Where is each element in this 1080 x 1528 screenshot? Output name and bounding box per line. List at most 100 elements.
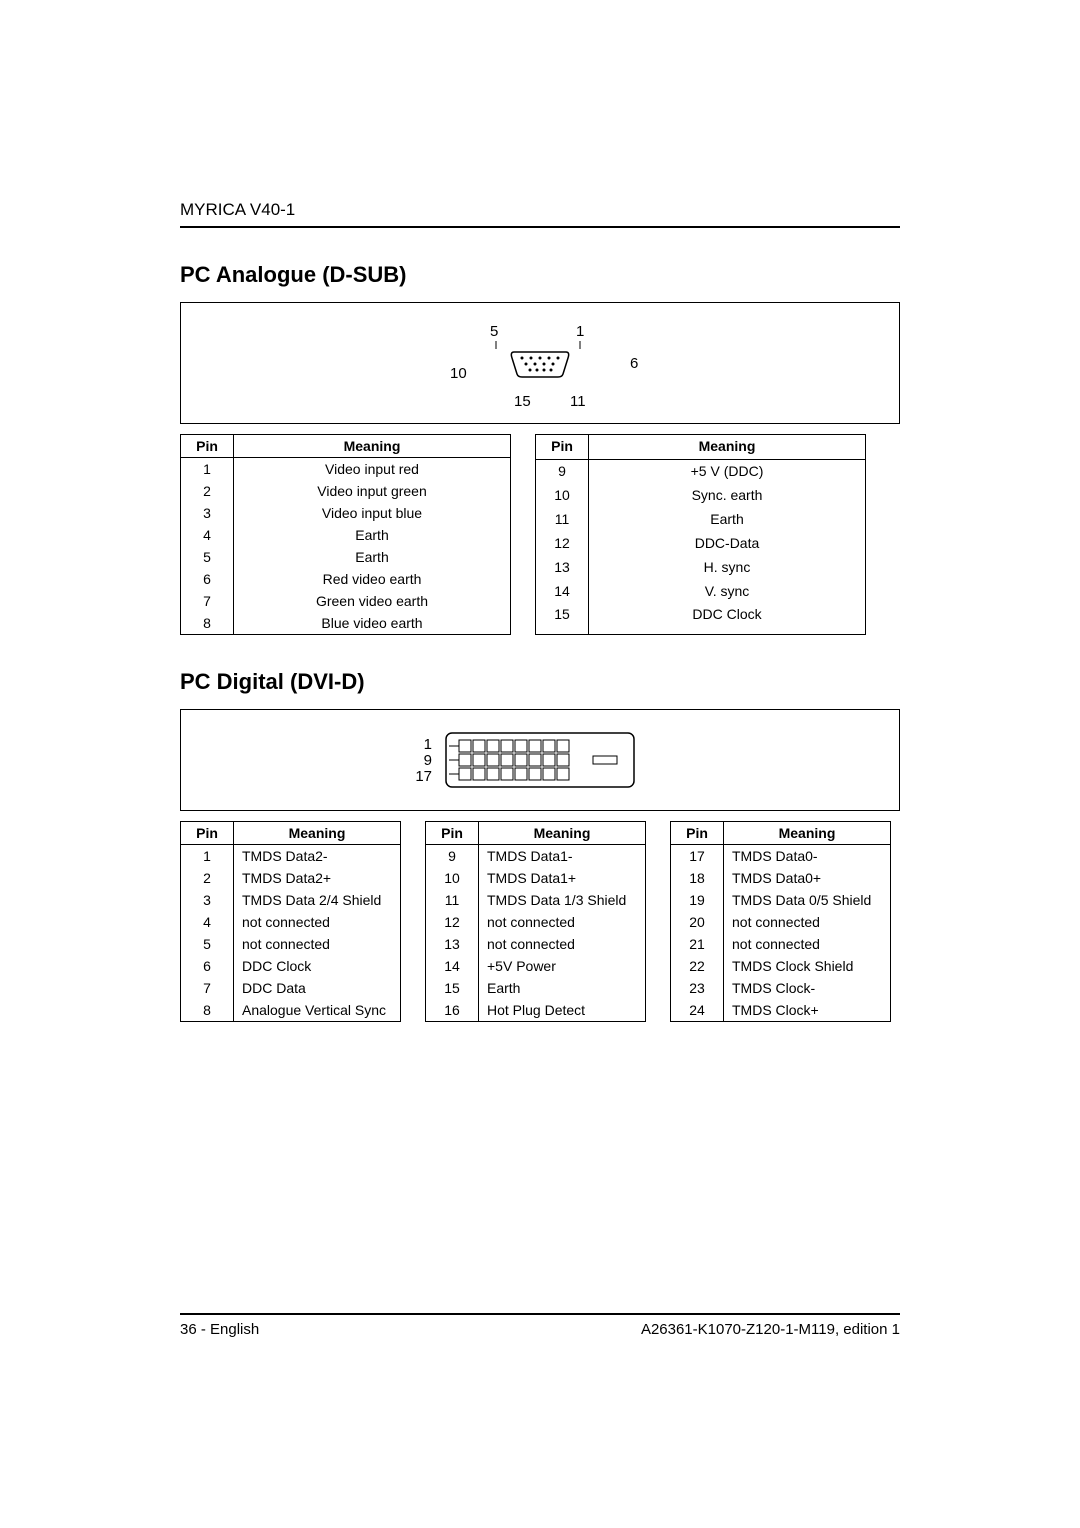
table-row: 15DDC Clock <box>536 603 866 627</box>
th-pin: Pin <box>181 822 234 845</box>
dvi-connector-icon <box>445 732 635 788</box>
table-row: 5Earth <box>181 546 511 568</box>
meaning-cell: TMDS Clock+ <box>724 999 891 1022</box>
meaning-cell: Analogue Vertical Sync <box>234 999 401 1022</box>
pin-cell: 2 <box>181 480 234 502</box>
pin-cell: 18 <box>671 867 724 889</box>
dvi-diagram: 1 9 17 <box>180 709 900 811</box>
pin-cell: 7 <box>181 590 234 612</box>
table-row: 9+5 V (DDC) <box>536 460 866 484</box>
table-row: 3TMDS Data 2/4 Shield <box>181 889 401 911</box>
table-row: 13H. sync <box>536 556 866 580</box>
pin-cell: 1 <box>181 458 234 481</box>
meaning-cell: TMDS Data2- <box>234 845 401 868</box>
page: MYRICA V40-1 PC Analogue (D-SUB) 5 1 6 1… <box>0 0 1080 1528</box>
meaning-cell: V. sync <box>589 580 866 604</box>
pin-cell: 12 <box>536 532 589 556</box>
dvi-tables: Pin Meaning 1TMDS Data2-2TMDS Data2+3TMD… <box>180 821 900 1022</box>
pin-cell: 16 <box>426 999 479 1022</box>
meaning-cell: Video input red <box>234 458 511 481</box>
table-row: 20not connected <box>671 911 891 933</box>
th-pin: Pin <box>181 435 234 458</box>
footer-right: A26361-K1070-Z120-1-M119, edition 1 <box>641 1321 900 1338</box>
pin-cell: 15 <box>536 603 589 627</box>
meaning-cell <box>589 627 866 634</box>
pin-cell: 12 <box>426 911 479 933</box>
table-row: 9TMDS Data1- <box>426 845 646 868</box>
pin-cell: 5 <box>181 546 234 568</box>
footer: 36 - English A26361-K1070-Z120-1-M119, e… <box>180 1313 900 1338</box>
th-meaning: Meaning <box>234 435 511 458</box>
footer-left: 36 - English <box>180 1321 259 1338</box>
pin-cell: 9 <box>426 845 479 868</box>
meaning-cell: Hot Plug Detect <box>479 999 646 1022</box>
meaning-cell: TMDS Data 1/3 Shield <box>479 889 646 911</box>
table-row: 23TMDS Clock- <box>671 977 891 999</box>
pin-cell: 6 <box>181 568 234 590</box>
dvi-table-2: Pin Meaning 9TMDS Data1-10TMDS Data1+11T… <box>425 821 646 1022</box>
meaning-cell: TMDS Data1- <box>479 845 646 868</box>
top-rule <box>180 226 900 228</box>
table-row: 12DDC-Data <box>536 532 866 556</box>
table-row: 8Blue video earth <box>181 612 511 635</box>
meaning-cell: TMDS Clock Shield <box>724 955 891 977</box>
meaning-cell: Video input blue <box>234 502 511 524</box>
dsub-title: PC Analogue (D-SUB) <box>180 262 900 288</box>
meaning-cell: Earth <box>234 524 511 546</box>
th-pin: Pin <box>671 822 724 845</box>
pin-cell: 20 <box>671 911 724 933</box>
table-row: 14V. sync <box>536 580 866 604</box>
pin-cell: 22 <box>671 955 724 977</box>
table-row: 8Analogue Vertical Sync <box>181 999 401 1022</box>
pin-cell: 11 <box>426 889 479 911</box>
pin-cell: 10 <box>536 484 589 508</box>
pin-cell: 11 <box>536 508 589 532</box>
meaning-cell: Earth <box>589 508 866 532</box>
table-row: 1Video input red <box>181 458 511 481</box>
meaning-cell: TMDS Clock- <box>724 977 891 999</box>
pin-cell: 24 <box>671 999 724 1022</box>
meaning-cell: Sync. earth <box>589 484 866 508</box>
pin-cell: 21 <box>671 933 724 955</box>
table-row: 11Earth <box>536 508 866 532</box>
meaning-cell: not connected <box>479 911 646 933</box>
table-row: 13not connected <box>426 933 646 955</box>
meaning-cell: +5 V (DDC) <box>589 460 866 484</box>
meaning-cell: Earth <box>234 546 511 568</box>
dvi-table-3: Pin Meaning 17TMDS Data0-18TMDS Data0+19… <box>670 821 891 1022</box>
meaning-cell: TMDS Data 0/5 Shield <box>724 889 891 911</box>
table-row: 4not connected <box>181 911 401 933</box>
pin-cell: 17 <box>671 845 724 868</box>
meaning-cell: TMDS Data0- <box>724 845 891 868</box>
th-meaning: Meaning <box>589 435 866 460</box>
table-row: 3Video input blue <box>181 502 511 524</box>
dsub-diagram: 5 1 6 10 15 11 <box>180 302 900 424</box>
dvi-label-1: 1 <box>412 736 432 753</box>
dsub-leaders <box>181 303 899 423</box>
table-row: 24TMDS Clock+ <box>671 999 891 1022</box>
dsub-table-right: Pin Meaning 9+5 V (DDC)10Sync. earth11Ea… <box>535 434 866 635</box>
meaning-cell: DDC Clock <box>589 603 866 627</box>
meaning-cell: TMDS Data 2/4 Shield <box>234 889 401 911</box>
table-row: 6DDC Clock <box>181 955 401 977</box>
meaning-cell: not connected <box>724 933 891 955</box>
pin-cell: 2 <box>181 867 234 889</box>
table-row: 2Video input green <box>181 480 511 502</box>
table-row: 14+5V Power <box>426 955 646 977</box>
table-row: 19TMDS Data 0/5 Shield <box>671 889 891 911</box>
pin-cell: 14 <box>426 955 479 977</box>
meaning-cell: +5V Power <box>479 955 646 977</box>
meaning-cell: TMDS Data0+ <box>724 867 891 889</box>
pin-cell: 13 <box>426 933 479 955</box>
bottom-rule <box>180 1313 900 1315</box>
meaning-cell: not connected <box>234 933 401 955</box>
th-pin: Pin <box>536 435 589 460</box>
table-row: 5not connected <box>181 933 401 955</box>
meaning-cell: DDC Clock <box>234 955 401 977</box>
meaning-cell: DDC-Data <box>589 532 866 556</box>
pin-cell: 19 <box>671 889 724 911</box>
pin-cell: 13 <box>536 556 589 580</box>
pin-cell: 8 <box>181 999 234 1022</box>
pin-cell: 23 <box>671 977 724 999</box>
th-meaning: Meaning <box>234 822 401 845</box>
